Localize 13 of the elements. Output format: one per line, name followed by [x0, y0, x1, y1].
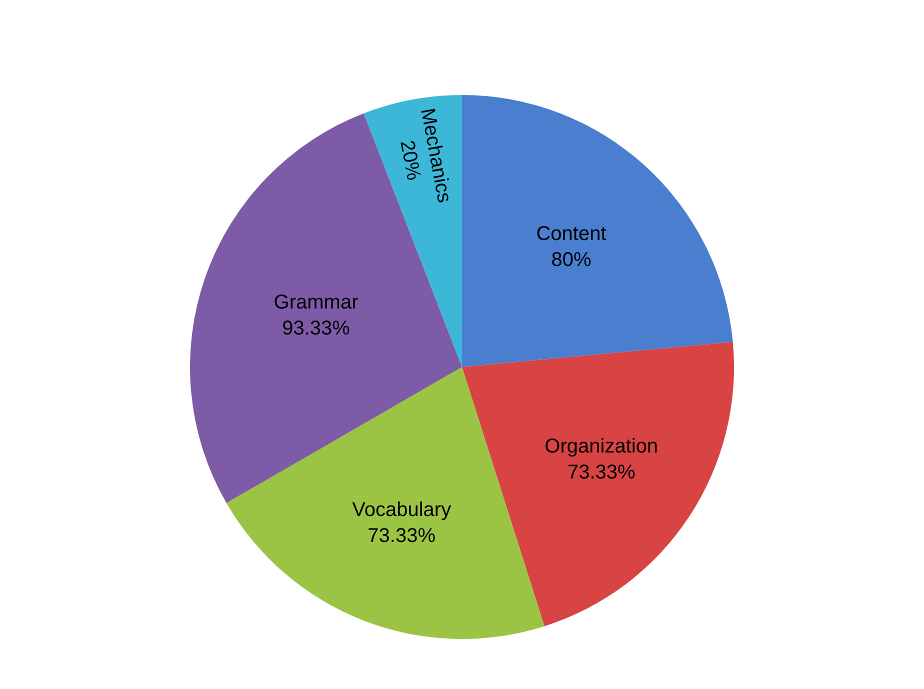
slice-label: Organization	[544, 435, 658, 458]
data-label: 73.33%	[368, 524, 436, 547]
pie-slice	[462, 342, 734, 626]
slice-label: Grammar	[274, 292, 359, 314]
data-label: 93.33%	[282, 318, 350, 340]
data-label: 73.33%	[567, 461, 636, 484]
data-label: 80%	[551, 248, 592, 271]
pie-slice	[364, 95, 462, 367]
data-label: 20%	[396, 138, 425, 182]
pie-slice	[462, 95, 733, 367]
slice-label: Vocabulary	[352, 498, 452, 521]
pie-slice	[226, 367, 544, 638]
slice-label: Content	[536, 222, 607, 245]
